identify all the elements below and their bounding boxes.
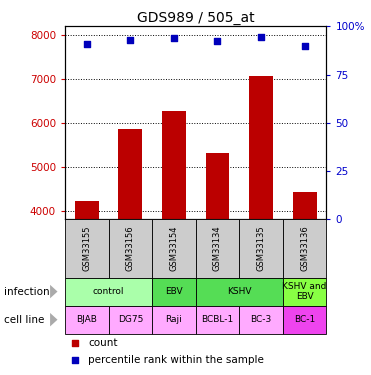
Text: GSM33136: GSM33136 xyxy=(300,226,309,272)
Bar xyxy=(65,219,109,278)
Bar xyxy=(196,306,239,334)
Bar xyxy=(283,219,326,278)
Text: BC-1: BC-1 xyxy=(294,315,315,324)
Text: EBV: EBV xyxy=(165,287,183,296)
Bar xyxy=(162,111,186,375)
Text: control: control xyxy=(93,287,124,296)
Point xyxy=(171,35,177,41)
Point xyxy=(258,34,264,40)
Point xyxy=(72,340,78,346)
Bar xyxy=(118,129,142,375)
Text: count: count xyxy=(88,338,118,348)
Title: GDS989 / 505_at: GDS989 / 505_at xyxy=(137,11,255,25)
Bar xyxy=(239,219,283,278)
Text: BCBL-1: BCBL-1 xyxy=(201,315,234,324)
Text: GSM33134: GSM33134 xyxy=(213,226,222,271)
Text: percentile rank within the sample: percentile rank within the sample xyxy=(88,355,265,365)
Text: DG75: DG75 xyxy=(118,315,143,324)
Bar xyxy=(206,153,230,375)
Text: infection: infection xyxy=(4,286,49,297)
Point xyxy=(214,38,220,44)
Text: GSM33135: GSM33135 xyxy=(257,226,266,271)
Bar xyxy=(65,306,109,334)
Point xyxy=(72,357,78,363)
Bar xyxy=(152,278,196,306)
Bar xyxy=(109,219,152,278)
Text: GSM33155: GSM33155 xyxy=(82,226,91,271)
Point xyxy=(127,37,133,43)
Bar xyxy=(283,306,326,334)
Point xyxy=(302,43,308,49)
Text: KSHV and
EBV: KSHV and EBV xyxy=(282,282,327,301)
Bar xyxy=(293,192,317,375)
Bar xyxy=(239,306,283,334)
Text: cell line: cell line xyxy=(4,315,44,325)
Bar xyxy=(75,201,99,375)
Text: GSM33154: GSM33154 xyxy=(170,226,178,271)
Bar xyxy=(152,219,196,278)
Point xyxy=(84,40,90,46)
Text: BC-3: BC-3 xyxy=(250,315,272,324)
Bar xyxy=(65,278,152,306)
Text: Raji: Raji xyxy=(165,315,182,324)
Bar xyxy=(249,76,273,375)
Bar xyxy=(196,278,283,306)
Bar xyxy=(283,278,326,306)
Text: BJAB: BJAB xyxy=(76,315,97,324)
Polygon shape xyxy=(50,285,58,298)
Bar xyxy=(152,306,196,334)
Text: KSHV: KSHV xyxy=(227,287,252,296)
Polygon shape xyxy=(50,313,58,326)
Bar xyxy=(109,306,152,334)
Text: GSM33156: GSM33156 xyxy=(126,226,135,271)
Bar xyxy=(196,219,239,278)
